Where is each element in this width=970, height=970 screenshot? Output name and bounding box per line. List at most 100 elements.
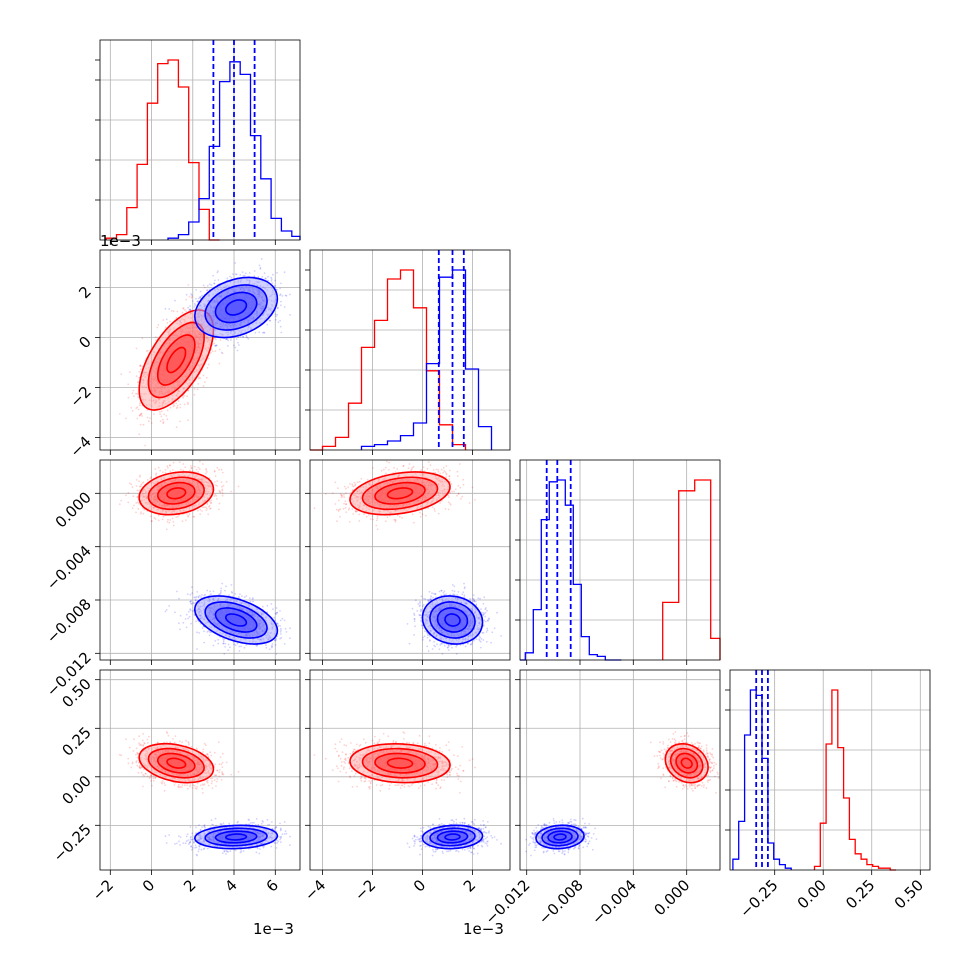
scatter-point [197, 364, 200, 367]
scatter-point [208, 500, 211, 503]
scatter-point [178, 323, 181, 326]
scatter-point [187, 284, 190, 286]
scatter-point [154, 388, 157, 391]
scatter-point [199, 335, 202, 338]
scatter-point [147, 362, 150, 364]
scatter-point [234, 346, 237, 349]
scatter-point [142, 379, 145, 382]
scatter-point [215, 495, 218, 497]
scatter-point [204, 347, 207, 349]
scatter-point [217, 279, 220, 281]
scatter-point [279, 319, 281, 322]
scatter-point [194, 352, 197, 355]
scatter-point [207, 363, 210, 366]
scatter-point [162, 319, 165, 321]
scatter-point [247, 337, 250, 340]
scatter-point [156, 407, 158, 410]
scatter-point [168, 464, 171, 466]
scatter-point [144, 444, 147, 447]
scatter-point [199, 290, 202, 293]
scatter-point [141, 385, 143, 387]
scatter-point [190, 293, 192, 295]
scatter-point [274, 318, 277, 321]
scatter-point [220, 351, 223, 354]
scatter-point [238, 344, 240, 346]
scatter-point [274, 313, 277, 316]
scatter-point [138, 480, 140, 483]
scatter-point [221, 488, 224, 491]
scatter-point [265, 644, 267, 647]
scatter-point [175, 394, 178, 397]
scatter-point [135, 511, 137, 514]
scatter-point [206, 326, 209, 328]
scatter-point [180, 330, 183, 333]
scatter-point [198, 332, 201, 335]
scatter-point [166, 521, 169, 523]
scatter-point [280, 282, 282, 285]
scatter-point [170, 337, 173, 339]
scatter-point [216, 498, 218, 500]
scatter-point [179, 406, 182, 409]
scatter-point [206, 471, 208, 473]
scatter-point [171, 517, 174, 520]
scatter-point [138, 502, 140, 505]
scatter-point [197, 377, 200, 380]
scatter-point [224, 642, 227, 645]
scatter-point [203, 327, 206, 329]
scatter-point [239, 274, 242, 276]
scatter-point [175, 516, 178, 518]
scatter-point [201, 463, 204, 465]
scatter-point [152, 365, 155, 367]
scatter-point [165, 318, 168, 321]
scatter-point [179, 420, 182, 423]
grid-layer [100, 40, 930, 870]
scatter-point [160, 351, 162, 354]
scatter-point [280, 636, 283, 639]
scatter-point [195, 336, 198, 339]
scatter-point [199, 377, 202, 380]
scatter-point [191, 586, 193, 589]
scatter-point [221, 471, 224, 474]
scatter-point [271, 282, 274, 284]
scatter-point [118, 413, 121, 415]
scatter-point [201, 323, 204, 325]
scatter-point [133, 504, 135, 507]
scatter-point [254, 331, 257, 334]
scatter-point [182, 396, 185, 399]
scatter-point [196, 349, 199, 352]
scatter-point [197, 342, 200, 345]
scatter-point [162, 421, 165, 423]
scatter-point [280, 304, 282, 307]
scatter-point [216, 300, 219, 303]
scatter-point [272, 608, 274, 611]
scatter-point [193, 465, 196, 468]
scatter-point [159, 411, 161, 413]
scatter-point [201, 506, 204, 509]
scatter-point [151, 390, 154, 393]
scatter-point [146, 416, 149, 419]
scatter-point [215, 338, 217, 341]
scatter-point [213, 279, 216, 282]
scatter-point [154, 391, 157, 393]
scatter-point [197, 333, 200, 336]
scatter-point [258, 264, 261, 267]
scatter-point [236, 642, 239, 645]
scatter-point [201, 320, 204, 323]
scatter-point [244, 272, 247, 275]
scatter-point [235, 338, 238, 340]
scatter-point [156, 326, 159, 329]
scatter-point [218, 468, 221, 471]
scatter-point [168, 521, 171, 524]
scatter-point [160, 415, 163, 418]
scatter-point [167, 386, 169, 388]
scatter-point [196, 342, 199, 345]
scatter-point [197, 376, 200, 378]
scatter-point [205, 337, 208, 340]
scatter-point [226, 345, 229, 347]
scatter-point [175, 407, 178, 409]
scatter-point [188, 378, 191, 381]
scatter-point [180, 333, 182, 335]
scatter-point [211, 350, 214, 353]
scatter-point [152, 380, 155, 383]
